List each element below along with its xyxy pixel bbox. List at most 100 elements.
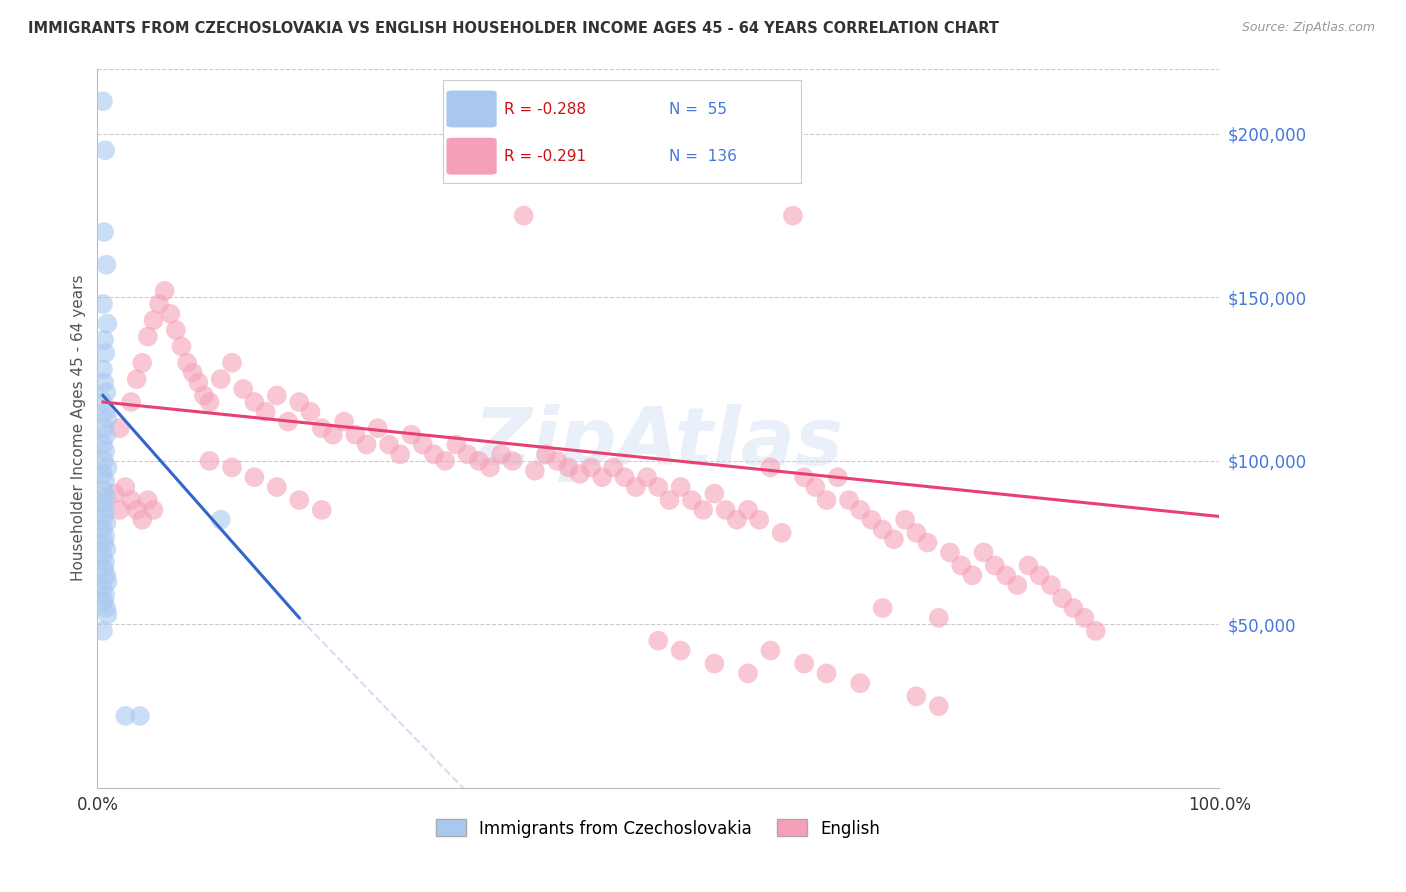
Point xyxy=(905,525,928,540)
Point xyxy=(93,421,115,435)
Point xyxy=(1062,601,1084,615)
Point xyxy=(770,525,793,540)
Text: N =  136: N = 136 xyxy=(669,149,737,164)
Point xyxy=(412,437,434,451)
Point xyxy=(782,209,804,223)
Point xyxy=(917,535,939,549)
Point xyxy=(714,503,737,517)
Point xyxy=(159,307,181,321)
Point xyxy=(815,666,838,681)
Point xyxy=(568,467,591,481)
Point xyxy=(591,470,613,484)
Point xyxy=(125,503,148,517)
Point xyxy=(669,643,692,657)
Point xyxy=(849,676,872,690)
Point xyxy=(165,323,187,337)
Point xyxy=(96,568,118,582)
Point xyxy=(793,657,815,671)
Point xyxy=(96,574,118,589)
Point xyxy=(277,415,299,429)
Point xyxy=(434,454,457,468)
Point xyxy=(457,447,479,461)
Point xyxy=(1028,568,1050,582)
Point xyxy=(523,464,546,478)
Point xyxy=(703,486,725,500)
Point xyxy=(1039,578,1062,592)
Point xyxy=(103,486,125,500)
Point xyxy=(148,297,170,311)
Point xyxy=(91,523,114,537)
Point xyxy=(93,594,115,608)
Point xyxy=(91,496,114,510)
Point xyxy=(636,470,658,484)
Point xyxy=(93,333,115,347)
Point xyxy=(288,493,311,508)
Point xyxy=(91,395,114,409)
Point xyxy=(737,503,759,517)
Point xyxy=(973,545,995,559)
Point xyxy=(815,493,838,508)
Point xyxy=(759,643,782,657)
Point xyxy=(193,388,215,402)
Point xyxy=(401,427,423,442)
Point xyxy=(91,549,114,563)
Point xyxy=(737,666,759,681)
Point xyxy=(479,460,502,475)
Point xyxy=(114,709,136,723)
Point xyxy=(221,356,243,370)
Point xyxy=(91,297,114,311)
Point xyxy=(96,385,118,400)
Point xyxy=(96,607,118,622)
Point xyxy=(950,558,973,573)
Point xyxy=(658,493,681,508)
Point xyxy=(894,513,917,527)
Point xyxy=(367,421,389,435)
Point xyxy=(1017,558,1039,573)
Point xyxy=(153,284,176,298)
Point xyxy=(827,470,849,484)
Point xyxy=(647,480,669,494)
Point xyxy=(176,356,198,370)
Point xyxy=(96,490,118,504)
Point xyxy=(96,258,118,272)
Point xyxy=(91,362,114,376)
Point xyxy=(108,503,131,517)
Point xyxy=(299,405,322,419)
Point xyxy=(579,460,602,475)
Point xyxy=(356,437,378,451)
Point xyxy=(94,503,117,517)
Point xyxy=(94,346,117,360)
Point xyxy=(725,513,748,527)
Point xyxy=(198,395,221,409)
Point xyxy=(125,372,148,386)
Point xyxy=(378,437,401,451)
Point xyxy=(389,447,412,461)
Point xyxy=(136,493,159,508)
Text: N =  55: N = 55 xyxy=(669,102,727,117)
Point xyxy=(748,513,770,527)
Point xyxy=(232,382,254,396)
Point xyxy=(131,356,153,370)
Point xyxy=(96,516,118,530)
Point xyxy=(669,480,692,494)
Point xyxy=(962,568,984,582)
Text: ZipAtlas: ZipAtlas xyxy=(474,403,844,482)
Point xyxy=(793,470,815,484)
Point xyxy=(93,454,115,468)
Point xyxy=(254,405,277,419)
Point xyxy=(995,568,1018,582)
Point xyxy=(266,480,288,494)
Point xyxy=(96,601,118,615)
Point xyxy=(501,454,523,468)
Text: R = -0.288: R = -0.288 xyxy=(503,102,586,117)
Point xyxy=(91,467,114,481)
Point xyxy=(91,624,114,638)
Point xyxy=(114,480,136,494)
Point xyxy=(1050,591,1073,606)
Point xyxy=(93,509,115,524)
Point xyxy=(860,513,883,527)
Y-axis label: Householder Income Ages 45 - 64 years: Householder Income Ages 45 - 64 years xyxy=(72,275,86,582)
Point xyxy=(512,209,534,223)
Point xyxy=(468,454,491,468)
FancyBboxPatch shape xyxy=(447,137,496,175)
